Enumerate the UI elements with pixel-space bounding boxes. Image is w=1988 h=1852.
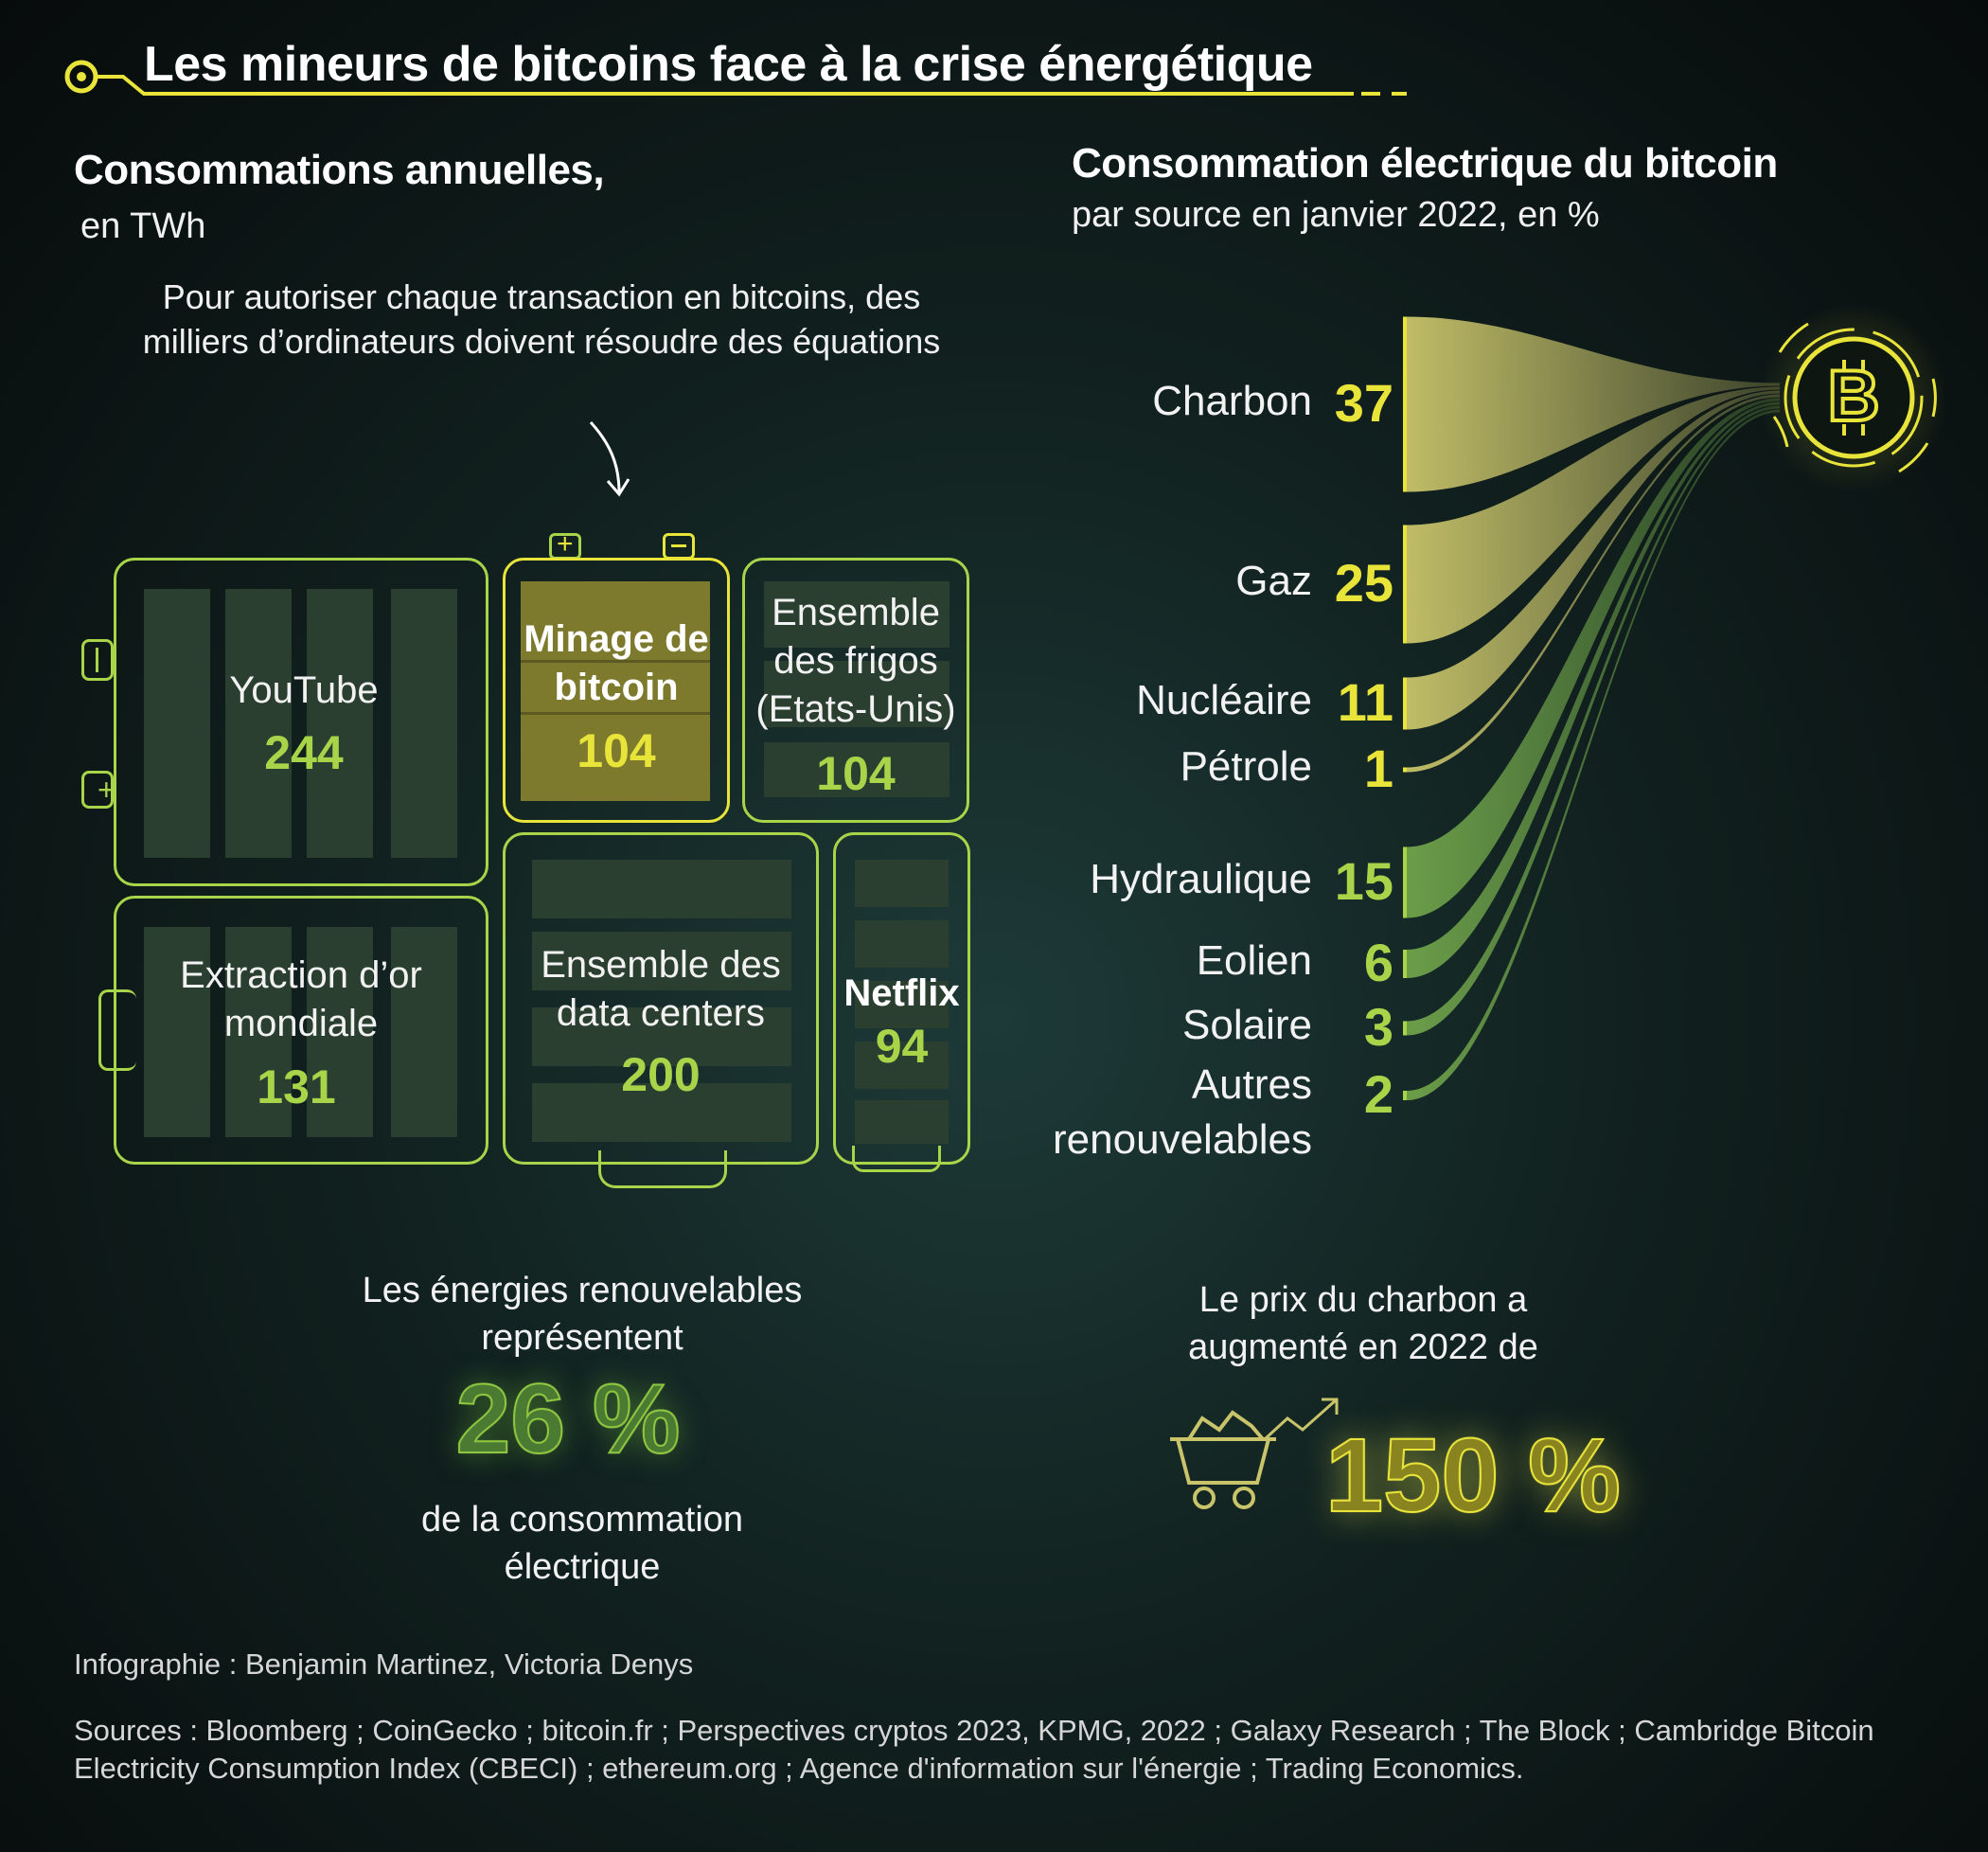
arrow-icon (589, 420, 630, 497)
credits: Infographie : Benjamin Martinez, Victori… (74, 1647, 694, 1681)
source-bar-0 (1403, 316, 1407, 492)
energy-source-chart: B (1403, 303, 1948, 1100)
box-data-centers: Ensemble des data centers 200 (503, 832, 819, 1165)
source-name-label: Nucléaire (1136, 677, 1312, 723)
annotation-text: Pour autoriser chaque transaction en bit… (142, 277, 941, 361)
source-bar-7 (1403, 1091, 1407, 1100)
category-value: 94 (875, 1020, 929, 1073)
trend-arrow-icon (1263, 1398, 1339, 1441)
minus-icon (96, 648, 98, 672)
category-value: 104 (816, 747, 896, 800)
source-name-label: Hydraulique (1090, 856, 1312, 902)
source-name-label: Pétrole (1180, 743, 1312, 790)
battery-tab-plus (81, 771, 114, 809)
source-bar-5 (1403, 950, 1407, 978)
source-bar-2 (1403, 677, 1407, 730)
left-chart-unit: en TWh (80, 206, 206, 246)
battery-tab-side (98, 989, 136, 1071)
renewables-note-suffix: de la consommation électrique (420, 1500, 744, 1587)
right-chart-subtitle: par source en janvier 2022, en % (1072, 195, 1600, 235)
battery-tab-bottom (598, 1150, 727, 1188)
left-chart-title: Consommations annuelles, (74, 147, 605, 193)
bitcoin-icon: B (1759, 303, 1948, 492)
category-value: 131 (257, 1060, 336, 1113)
source-value-label: 11 (1337, 672, 1393, 732)
flow-ribbon-2 (1407, 390, 1780, 730)
source-name-label: Solaire (1182, 1002, 1312, 1048)
source-name-label: Gaz (1235, 558, 1312, 604)
title-decoration (64, 60, 1407, 96)
source-bar-3 (1403, 767, 1407, 773)
flow-ribbon-0 (1407, 316, 1780, 492)
category-value: 104 (577, 724, 656, 777)
category-label: YouTube (229, 669, 379, 711)
plus-icon: + (557, 528, 574, 560)
flow-ribbon-1 (1407, 386, 1780, 644)
minus-icon (671, 544, 686, 547)
category-label: Ensemble des frigos (Etats-Unis) (755, 592, 956, 730)
box-youtube: YouTube 244 (114, 558, 488, 886)
source-value-label: 6 (1363, 933, 1393, 992)
flow-ribbons (1403, 316, 1780, 1100)
source-value-label: 2 (1363, 1064, 1393, 1124)
flow-ribbon-4 (1407, 398, 1780, 918)
box-gold-mining: Extraction d’or mondiale 131 (114, 896, 488, 1165)
box-bitcoin-mining: Minage de bitcoin 104 (503, 558, 730, 823)
coal-price-increase-value: 150 % (1324, 1416, 1622, 1535)
category-label: Extraction d’or mondiale (180, 954, 422, 1044)
source-value-label: 1 (1363, 739, 1393, 798)
category-label: Netflix (843, 972, 960, 1014)
consumption-chart: + + YouTube 244 Minage de bitcoin 104 En… (0, 0, 985, 1202)
sources: Sources : Bloomberg ; CoinGecko ; bitcoi… (74, 1714, 1874, 1785)
page-title: Les mineurs de bitcoins face à la crise … (144, 37, 1313, 92)
source-name-label: Charbon (1152, 378, 1312, 424)
category-value: 200 (621, 1048, 701, 1101)
renewables-share-value: 26 % (454, 1363, 681, 1475)
coal-note-text: Le prix du charbon a augmenté en 2022 de (1188, 1280, 1538, 1367)
source-bar-4 (1403, 846, 1407, 918)
source-bar-6 (1403, 1021, 1407, 1036)
right-chart-title: Consommation électrique du bitcoin (1072, 140, 1778, 187)
category-label: Minage de bitcoin (524, 618, 709, 708)
source-name-label: Eolien (1196, 937, 1312, 984)
box-fridges: Ensemble des frigos (Etats-Unis) 104 (742, 558, 969, 823)
mine-cart-icon (1170, 1410, 1276, 1509)
source-name-label: Autres renouvelables (1053, 1061, 1312, 1163)
category-value: 244 (264, 726, 344, 779)
battery-tab-minus (81, 639, 114, 681)
source-value-label: 25 (1334, 553, 1393, 613)
source-bar-1 (1403, 525, 1407, 644)
svg-text:B: B (1828, 356, 1880, 436)
plus-icon: + (98, 773, 115, 807)
category-label: Ensemble des data centers (541, 944, 781, 1034)
renewables-note-text: Les énergies renouvelables représentent (362, 1271, 803, 1358)
box-netflix: Netflix 94 (833, 832, 970, 1165)
source-value-label: 15 (1334, 851, 1393, 911)
source-value-label: 37 (1334, 373, 1393, 433)
source-value-label: 3 (1363, 997, 1393, 1057)
